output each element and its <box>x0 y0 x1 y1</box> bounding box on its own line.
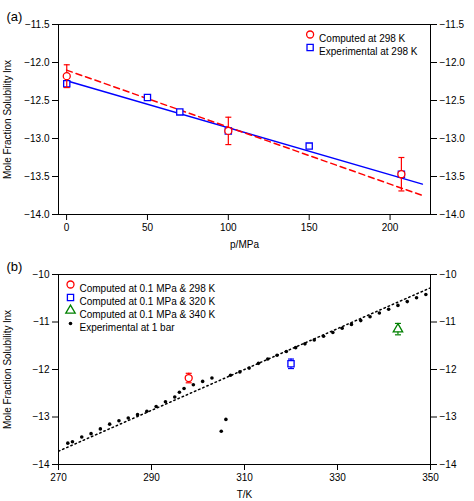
svg-text:290: 290 <box>143 472 160 483</box>
svg-text:−12.0: −12.0 <box>24 57 50 68</box>
svg-text:(a): (a) <box>7 9 23 24</box>
svg-text:Computed at 0.1 MPa & 340 K: Computed at 0.1 MPa & 340 K <box>80 309 216 320</box>
svg-text:−13.5: −13.5 <box>440 171 466 182</box>
svg-text:−13.0: −13.0 <box>24 133 50 144</box>
svg-text:−13: −13 <box>440 411 457 422</box>
svg-text:−13.0: −13.0 <box>440 133 466 144</box>
svg-text:−12: −12 <box>440 364 457 375</box>
svg-text:310: 310 <box>236 472 253 483</box>
svg-text:270: 270 <box>50 472 67 483</box>
svg-text:Experimental at 1 bar: Experimental at 1 bar <box>80 322 176 333</box>
svg-text:−11: −11 <box>33 316 50 327</box>
svg-text:200: 200 <box>382 222 399 233</box>
svg-text:−12: −12 <box>33 364 50 375</box>
svg-text:−13: −13 <box>33 411 50 422</box>
svg-text:350: 350 <box>422 472 439 483</box>
svg-text:330: 330 <box>329 472 346 483</box>
svg-text:−11.5: −11.5 <box>25 19 50 30</box>
svg-text:(b): (b) <box>7 259 23 274</box>
svg-text:−13.5: −13.5 <box>24 171 50 182</box>
svg-text:−14.0: −14.0 <box>440 209 466 220</box>
svg-text:0: 0 <box>64 222 70 233</box>
svg-text:Mole Fraction Solubility lnx: Mole Fraction Solubility lnx <box>2 310 13 429</box>
svg-text:−12.5: −12.5 <box>440 95 466 106</box>
svg-text:Mole Fraction Solubility lnx: Mole Fraction Solubility lnx <box>2 60 13 179</box>
svg-text:−14.0: −14.0 <box>24 209 50 220</box>
svg-text:Computed at 0.1 MPa & 298 K: Computed at 0.1 MPa & 298 K <box>80 283 216 294</box>
svg-text:Computed at 0.1 MPa & 320 K: Computed at 0.1 MPa & 320 K <box>80 296 216 307</box>
svg-text:−14: −14 <box>440 459 457 470</box>
svg-text:50: 50 <box>142 222 154 233</box>
svg-text:T/K: T/K <box>237 489 253 500</box>
svg-text:Experimental at 298 K: Experimental at 298 K <box>319 46 418 57</box>
svg-text:−11.5: −11.5 <box>440 19 465 30</box>
svg-text:p/MPa: p/MPa <box>230 239 259 250</box>
svg-text:150: 150 <box>301 222 318 233</box>
svg-text:−12.5: −12.5 <box>24 95 50 106</box>
svg-text:−10: −10 <box>440 269 457 280</box>
svg-text:−14: −14 <box>33 459 50 470</box>
svg-text:100: 100 <box>220 222 237 233</box>
svg-text:Computed at 298 K: Computed at 298 K <box>319 33 405 44</box>
svg-text:−11: −11 <box>440 316 457 327</box>
svg-text:−12.0: −12.0 <box>440 57 466 68</box>
svg-text:−10: −10 <box>33 269 50 280</box>
